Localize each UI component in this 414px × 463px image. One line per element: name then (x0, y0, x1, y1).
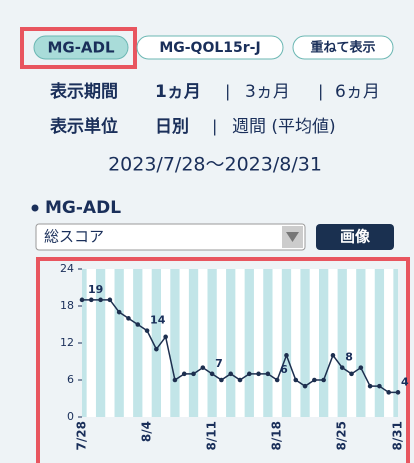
x-tick-label: 8/25 (335, 421, 349, 450)
point (339, 365, 345, 370)
point (349, 371, 354, 377)
data-label: 14 (150, 314, 166, 327)
point (256, 371, 261, 377)
y-tick-label: 12 (60, 336, 74, 349)
point (395, 390, 401, 395)
tab[interactable] (136, 35, 284, 60)
y-tick-label: 18 (60, 299, 74, 312)
day-stripe (281, 269, 292, 417)
day-stripe (170, 269, 180, 417)
day-stripe (133, 269, 143, 417)
point (163, 334, 168, 340)
point (200, 365, 206, 370)
day-stripe (95, 269, 106, 417)
point (246, 371, 252, 377)
point (367, 383, 373, 389)
separator: | (212, 117, 217, 136)
x-tick-label: 8/18 (270, 421, 284, 450)
day-stripe (263, 269, 273, 417)
point (116, 309, 122, 315)
select-box[interactable] (35, 223, 306, 251)
point (321, 377, 326, 383)
y-tick-label: 6 (67, 373, 74, 386)
separator: | (225, 82, 230, 101)
x-tick-label: 7/28 (75, 421, 89, 450)
data-label: 8 (345, 351, 353, 364)
tab[interactable] (292, 35, 394, 60)
tab-label: MG-QOL15r-J (159, 40, 260, 56)
unit-option[interactable]: 週間 (平均値) (232, 117, 336, 137)
day-stripe (393, 269, 398, 417)
data-label: 6 (280, 363, 288, 376)
day-stripe (356, 269, 366, 417)
day-stripe (82, 269, 87, 417)
data-label: 7 (215, 357, 223, 370)
point (126, 316, 131, 321)
point (302, 383, 308, 389)
point (172, 377, 178, 383)
day-stripe (188, 269, 199, 417)
x-tick-label: 8/31 (391, 421, 405, 450)
plot-area (82, 269, 398, 417)
point (144, 328, 150, 333)
unit-option[interactable]: 日別 (155, 117, 189, 137)
day-stripe (244, 269, 254, 417)
date-range: 2023/7/28〜2023/8/31 (108, 154, 322, 176)
point (219, 377, 224, 383)
bullet (31, 204, 39, 212)
point (98, 297, 103, 303)
day-stripe (151, 269, 161, 417)
select-arrow (286, 232, 299, 242)
tab-label: MG-ADL (47, 39, 115, 57)
period-option[interactable]: 1ヵ月 (155, 82, 201, 102)
button-label: 画像 (340, 228, 371, 246)
data-label: 19 (88, 283, 103, 296)
highlight-box (20, 27, 137, 69)
point (274, 377, 280, 383)
period-option[interactable]: 3ヵ月 (245, 82, 290, 102)
point (293, 377, 299, 383)
point (284, 353, 289, 358)
day-stripe (226, 269, 236, 417)
point (358, 365, 364, 370)
point (209, 371, 215, 377)
day-stripe (319, 269, 329, 417)
point (386, 390, 392, 395)
x-tick-label: 8/11 (205, 421, 219, 450)
point (135, 322, 141, 327)
y-tick-label: 24 (60, 262, 74, 275)
day-stripe (337, 269, 347, 417)
point (265, 371, 271, 377)
separator: | (318, 82, 323, 101)
day-stripe (207, 269, 217, 417)
image-button[interactable] (316, 224, 394, 250)
unit-label: 表示単位 (50, 116, 118, 137)
point (107, 297, 113, 303)
day-stripe (300, 269, 310, 417)
day-stripe (114, 269, 124, 417)
point (377, 383, 382, 389)
x-tick-label: 8/4 (140, 421, 154, 442)
point (88, 297, 94, 303)
day-stripe (374, 269, 385, 417)
section-title: MG-ADL (45, 198, 121, 218)
tab-label: 重ねて表示 (310, 40, 375, 56)
point (181, 371, 187, 377)
point (154, 346, 159, 352)
select-value: 総スコア (44, 228, 104, 246)
y-tick-label: 0 (67, 410, 74, 423)
point (191, 371, 196, 377)
point (330, 353, 336, 358)
chart: 0 6 12 18 24 19 14 7 6 8 4 7/28 8/4 8/11 8/18 8/25 8/31 (60, 262, 409, 450)
tab-selected[interactable] (33, 35, 129, 60)
data-label: 4 (401, 375, 409, 388)
point (228, 371, 234, 377)
period-option[interactable]: 6ヵ月 (335, 82, 380, 102)
period-label: 表示期間 (50, 81, 118, 102)
point (237, 377, 243, 383)
point (312, 377, 317, 383)
point (79, 297, 85, 303)
